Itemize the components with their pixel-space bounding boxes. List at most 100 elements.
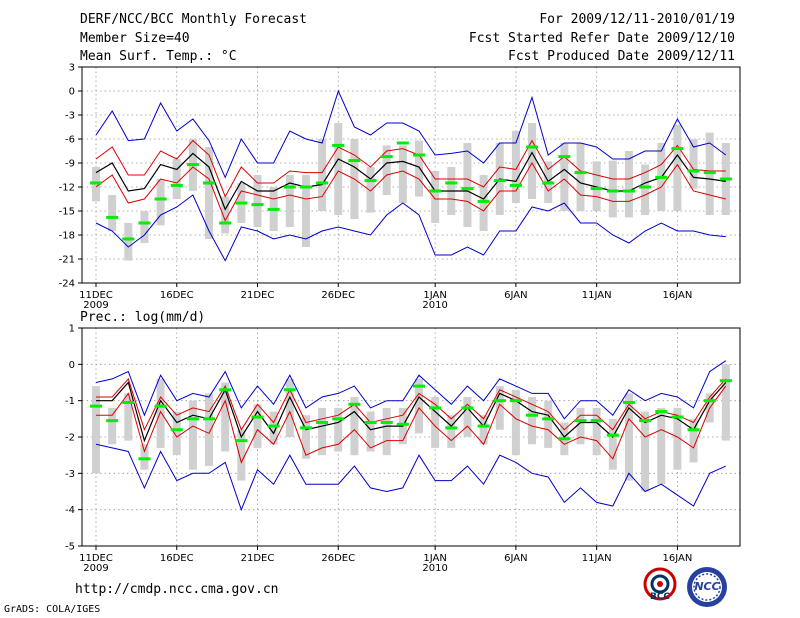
observed-marker [251,203,264,207]
panel-2: 1 0 -1 -2 -3 -4 -5 11DEC 16DEC 21DEC 26DEC 1JAN 6JAN… [65,324,741,574]
ensemble-box [463,397,472,437]
ensemble-box [108,407,117,445]
ensemble-box [205,393,214,467]
y-tick-label: -3 [65,111,75,122]
ensemble-box [511,389,520,456]
ensemble-box [205,147,214,239]
observed-marker [203,417,216,421]
ensemble-box [592,161,601,211]
x-tick-label: 11DEC [79,290,113,301]
observed-marker [429,189,442,193]
observed-marker [316,181,329,185]
y-tick-label: -15 [59,207,75,218]
ensemble-box [301,415,310,459]
year-label: 2010 [422,563,447,574]
x-tick-label: 26DEC [321,290,355,301]
ensemble-box [285,175,294,227]
observed-marker [622,189,635,193]
min-line [95,194,726,262]
max-line [95,360,727,420]
y-tick-label: -4 [65,505,75,516]
ensemble-box [221,382,230,452]
forecast-start-date-label: Fcst Started Refer Date 2009/12/10 [468,31,735,46]
forecast-produced-date-label: Fcst Produced Date 2009/12/11 [508,49,735,64]
year-label: 2009 [83,300,108,311]
source-url-link[interactable]: http://cmdp.ncc.cma.gov.cn [75,582,279,597]
observed-marker [186,417,199,421]
observed-marker [299,185,312,189]
x-tick-label: 1JAN [423,553,446,564]
x-tick-label: 16DEC [160,290,194,301]
observed-marker [639,419,652,423]
ensemble-box [253,175,262,227]
observed-marker [574,171,587,175]
ensemble-box [431,171,440,223]
ensemble-box [624,151,633,218]
ensemble-box [140,444,149,470]
observed-marker [106,419,119,423]
observed-marker [542,181,555,185]
y-tick-label: -21 [59,255,75,266]
observed-marker [267,207,280,211]
ensemble-box [511,131,520,203]
observed-marker [526,413,539,417]
ensemble-box [576,143,585,211]
observed-marker [283,185,296,189]
ensemble-box [415,140,423,197]
observed-marker [703,171,716,175]
year-label: 2010 [422,300,447,311]
y-tick-label: 0 [69,360,75,371]
observed-marker [332,143,345,147]
observed-marker [235,439,248,443]
observed-marker [299,426,312,430]
observed-marker [655,175,668,179]
observed-marker [509,183,522,187]
min-line [95,443,727,512]
lower-spread-line [96,385,727,464]
y-tick-label: -1 [65,396,75,407]
observed-marker [461,406,474,410]
observed-marker [348,159,361,163]
ncc-logo-text: NCC [694,580,720,593]
ensemble-box [334,407,343,452]
observed-marker [90,404,102,408]
observed-marker [380,420,393,424]
observed-marker [396,141,409,145]
y-tick-label: -6 [65,135,75,146]
observed-marker [719,379,732,383]
mean-line [96,381,727,443]
observed-marker [396,422,409,426]
observed-marker [558,155,571,159]
ensemble-box [382,407,391,456]
observed-marker [154,404,167,408]
ensemble-box [366,167,375,213]
ensemble-box [415,378,423,434]
x-tick-label: 16JAN [662,553,692,564]
ensemble-box [318,407,327,456]
ensemble-box [689,139,698,189]
observed-marker [590,419,603,423]
ensemble-box [479,175,488,231]
ensemble-box [92,386,100,474]
chart-title: DERF/NCC/BCC Monthly Forecast [80,12,307,27]
grads-credit: GrADS: COLA/IGES [4,604,101,615]
observed-marker [364,179,377,183]
ensemble-box [156,179,165,226]
ensemble-box [124,223,133,261]
x-tick-label: 1JAN [423,290,446,301]
ensemble-box [124,393,133,441]
ensemble-box [108,195,117,231]
ensemble-box [382,145,391,195]
ensemble-box [350,397,359,456]
observed-marker [380,155,393,159]
observed-marker [348,402,361,406]
ensemble-box [140,211,149,243]
ensemble-box [479,415,488,445]
observed-marker [219,221,232,225]
observed-marker [526,145,539,149]
observed-marker [493,179,506,183]
observed-marker [90,181,102,185]
observed-marker [558,437,571,441]
y-tick-label: -24 [59,279,75,290]
observed-marker [364,420,377,424]
